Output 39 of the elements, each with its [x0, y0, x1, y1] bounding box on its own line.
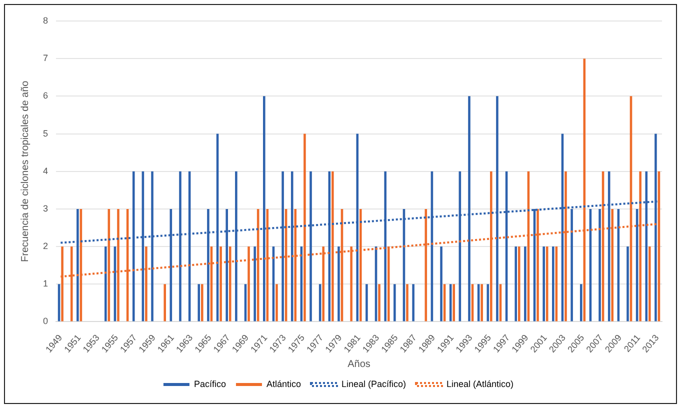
bar: [164, 284, 166, 322]
legend-label: Lineal (Pacífico): [341, 378, 406, 389]
legend-label: Lineal (Atlántico): [446, 378, 514, 389]
bar: [366, 284, 368, 322]
y-tick-label: 0: [42, 316, 48, 326]
y-tick-label: 3: [42, 203, 48, 214]
y-tick-label: 1: [42, 278, 48, 289]
y-tick-label: 8: [42, 15, 48, 26]
bar: [201, 284, 204, 322]
bar: [104, 246, 107, 322]
legend-label: Pacífico: [194, 378, 226, 389]
bar: [480, 284, 483, 322]
y-tick-label: 6: [42, 90, 48, 101]
y-tick-label: 5: [42, 128, 48, 138]
x-axis-title: Años: [348, 358, 370, 370]
bar: [542, 246, 545, 322]
bar: [452, 284, 456, 322]
bar: [412, 284, 414, 322]
legend-label: Atlántico: [266, 378, 301, 389]
bar: [598, 208, 601, 322]
y-tick-label: 2: [42, 241, 48, 252]
bar: [198, 284, 200, 322]
bar: [338, 246, 340, 322]
y-axis-title: Frecuencia de ciclones tropicales de año: [20, 80, 31, 262]
bar: [514, 246, 518, 322]
bar: [276, 284, 278, 322]
bar: [626, 246, 629, 322]
bar: [524, 246, 526, 322]
bar: [394, 284, 396, 322]
bar: [378, 284, 380, 322]
bar: [648, 246, 651, 322]
bar: [580, 284, 582, 322]
y-tick-label: 7: [42, 53, 48, 64]
bar: [552, 246, 554, 322]
y-tick-label: 4: [42, 166, 48, 176]
bar: [254, 246, 256, 322]
bar: [406, 284, 408, 322]
bar: [440, 246, 442, 322]
bar: [518, 246, 520, 322]
